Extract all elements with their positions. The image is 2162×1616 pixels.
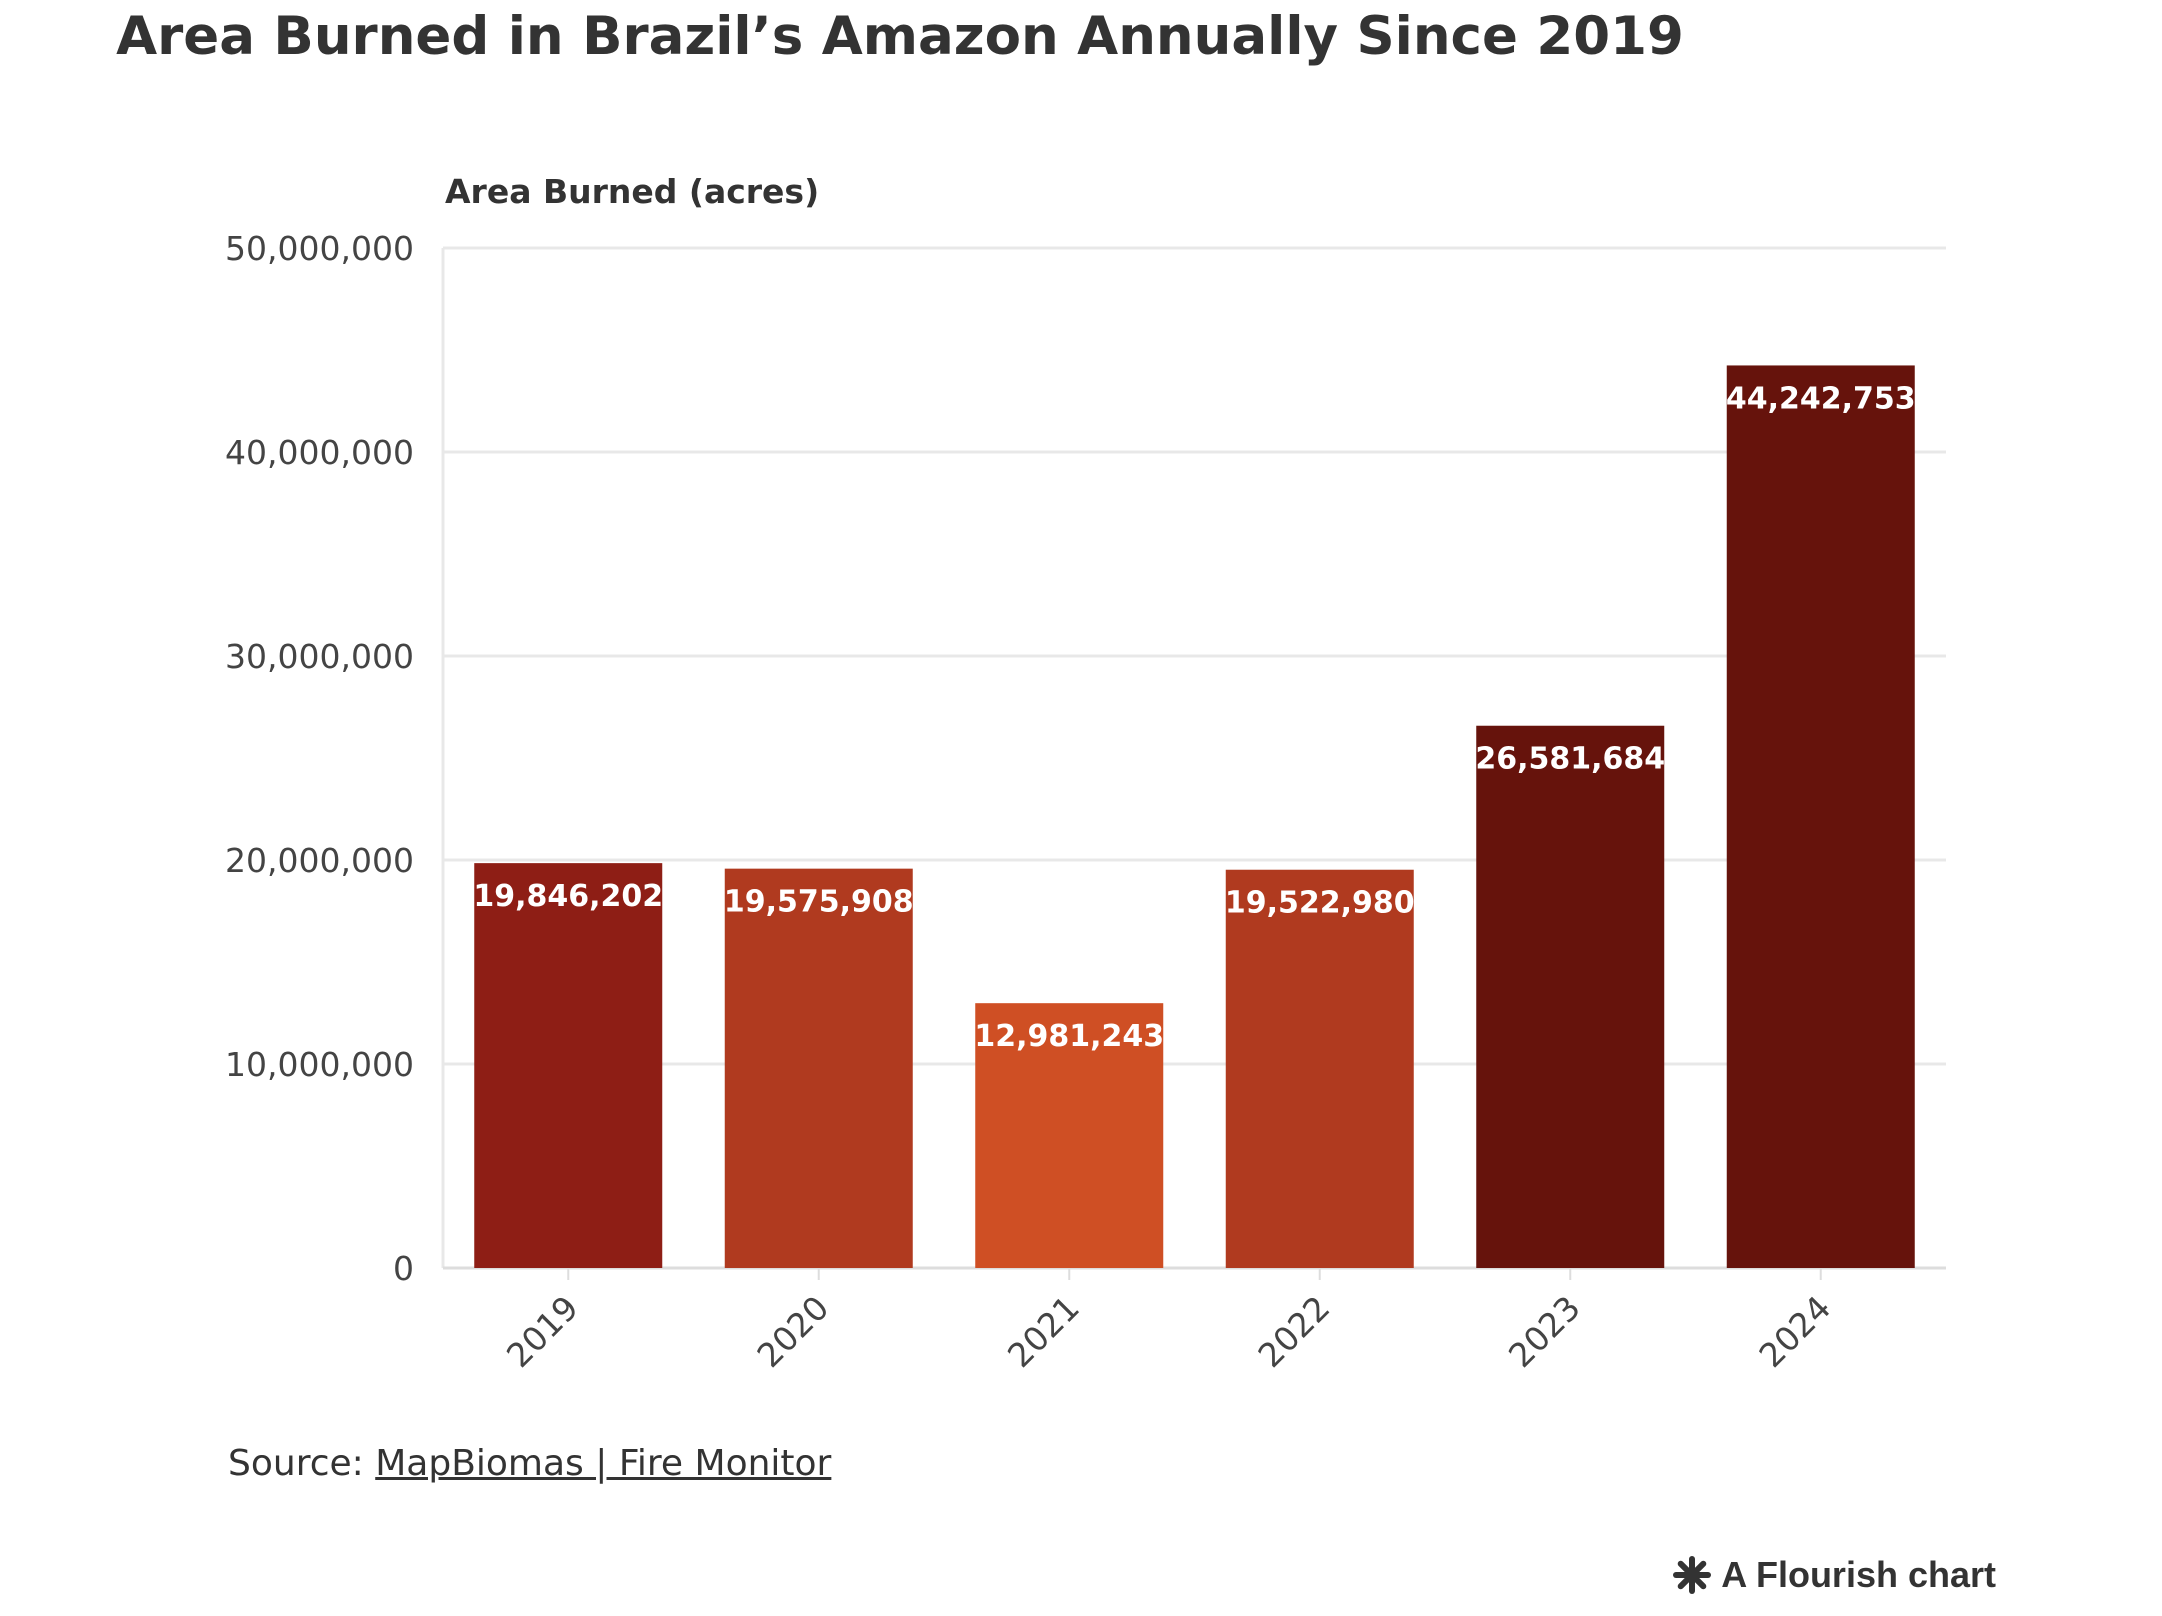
data-label-2023: 26,581,684 — [1475, 742, 1665, 777]
bar-layer — [474, 365, 1915, 1268]
y-axis-title: Area Burned (acres) — [445, 172, 819, 211]
source-line: Source: MapBiomas | Fire Monitor — [228, 1443, 831, 1484]
flourish-credit[interactable]: A Flourish chart — [1673, 1554, 1996, 1596]
bar-2020[interactable] — [724, 868, 913, 1268]
y-tick-label: 50,000,000 — [225, 229, 414, 268]
x-tick-label-2024: 2024 — [1751, 1288, 1838, 1375]
label-layer: 19,846,202 19,575,908 12,981,243 19,522,980… — [473, 381, 1915, 1054]
data-label-2022: 19,522,980 — [1225, 886, 1415, 921]
bar-2019[interactable] — [474, 863, 663, 1268]
data-label-2019: 19,846,202 — [473, 879, 663, 914]
x-tick-label-2020: 2020 — [749, 1288, 836, 1375]
bar-2022[interactable] — [1225, 869, 1414, 1268]
bar-2023[interactable] — [1476, 725, 1665, 1268]
y-tick-label: 20,000,000 — [225, 841, 414, 880]
data-label-2024: 44,242,753 — [1726, 381, 1916, 416]
grid-layer — [441, 246, 1946, 1270]
y-tick-label: 10,000,000 — [225, 1045, 414, 1084]
y-tick-label: 40,000,000 — [225, 433, 414, 472]
chart-title: Area Burned in Brazil’s Amazon Annually … — [116, 6, 1684, 67]
y-tick-label: 0 — [393, 1249, 414, 1288]
source-prefix: Source: — [228, 1443, 376, 1484]
y-tick-label: 30,000,000 — [225, 637, 414, 676]
source-link[interactable]: MapBiomas | Fire Monitor — [375, 1443, 832, 1484]
bar-2021[interactable] — [975, 1003, 1164, 1268]
x-tick-label-2023: 2023 — [1501, 1288, 1588, 1375]
credit-label: A Flourish chart — [1721, 1554, 1996, 1595]
bar-2024[interactable] — [1726, 365, 1915, 1268]
data-label-2021: 12,981,243 — [974, 1019, 1164, 1054]
asterisk-icon — [1673, 1556, 1712, 1594]
x-tick-label-2022: 2022 — [1250, 1288, 1337, 1375]
x-tick-label-2021: 2021 — [1000, 1288, 1087, 1375]
x-tick-label-2019: 2019 — [499, 1288, 586, 1375]
data-label-2020: 19,575,908 — [724, 885, 914, 920]
